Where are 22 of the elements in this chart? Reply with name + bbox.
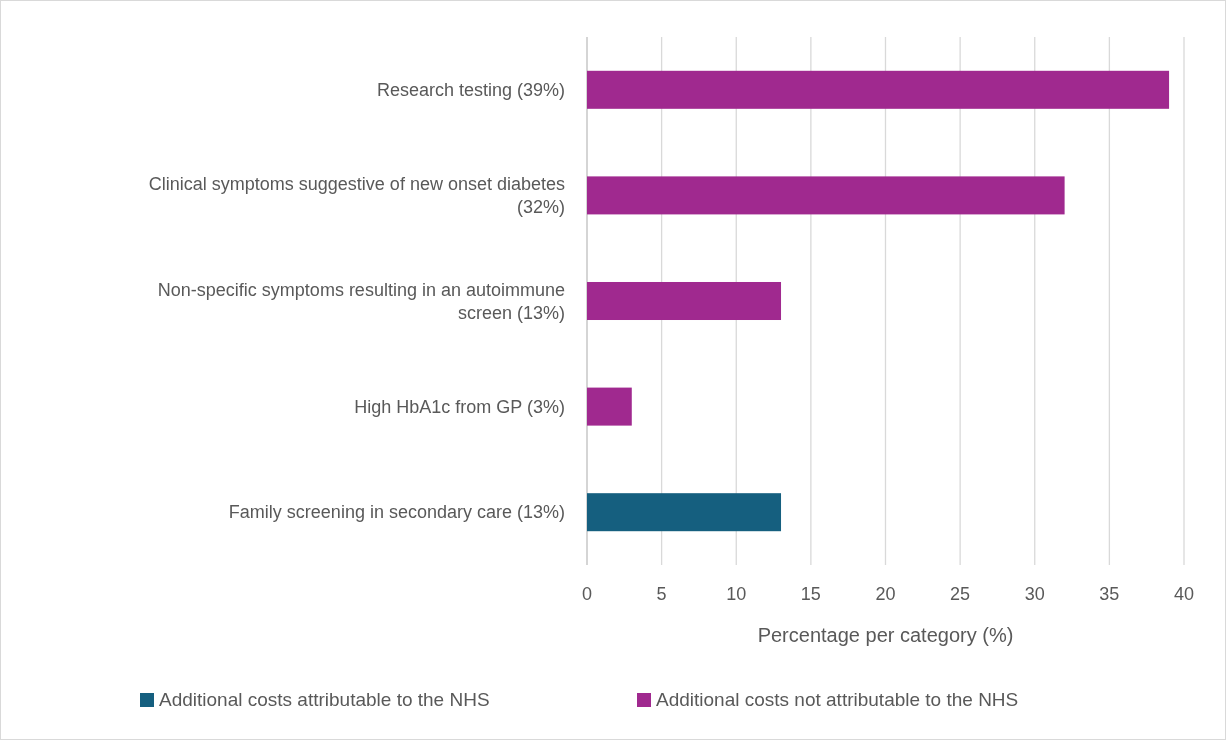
legend-label: Additional costs attributable to the NHS (159, 689, 490, 710)
y-tick-label: Research testing (39%) (376, 79, 565, 100)
bar (587, 387, 632, 426)
x-tick-label: 30 (1024, 584, 1045, 604)
y-tick-label: High HbA1c from GP (3%) (354, 396, 565, 417)
x-tick-label: 15 (800, 584, 821, 604)
bar (587, 70, 1170, 109)
bar (587, 281, 782, 321)
bar (587, 176, 1065, 215)
y-tick-label: Clinical symptoms suggestive of new onset diabetes (32%) (148, 173, 565, 217)
x-tick-label: 40 (1173, 584, 1195, 604)
x-axis-title: Percentage per category (%) (757, 624, 1014, 646)
x-tick-label: 10 (726, 584, 747, 604)
bar (587, 493, 782, 532)
y-tick-label: Family screening in secondary care (13%) (228, 502, 565, 523)
x-tick-label: 35 (1099, 584, 1120, 604)
x-tick-label: 25 (950, 584, 971, 604)
legend-label: Additional costs not attributable to the NHS (656, 689, 1019, 710)
x-tick-label: 0 (581, 584, 593, 604)
y-tick-label: Non-specific symptoms resulting in an autoimmune screen (13%) (157, 279, 565, 323)
x-tick-label: 5 (656, 584, 667, 604)
x-tick-label: 20 (875, 584, 896, 604)
